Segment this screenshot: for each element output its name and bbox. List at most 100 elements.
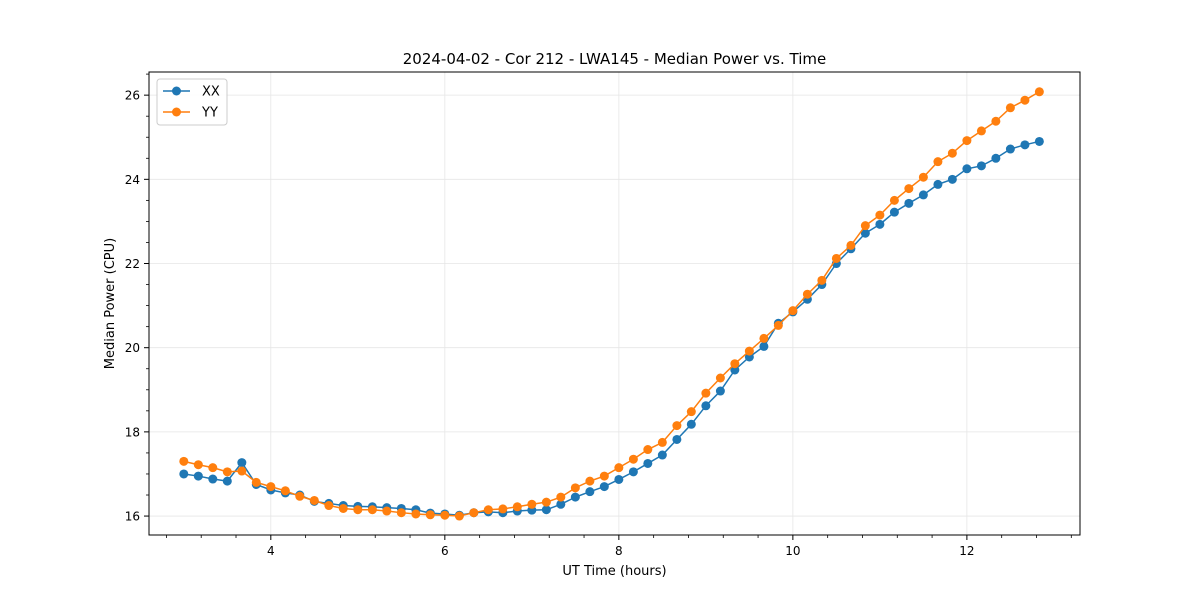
data-point-yy — [875, 210, 885, 220]
data-point-yy — [222, 467, 232, 477]
x-tick-label: 4 — [267, 544, 275, 558]
data-point-yy — [846, 240, 856, 250]
x-tick-label: 12 — [959, 544, 974, 558]
data-point-yy — [556, 492, 566, 502]
x-tick-label: 10 — [785, 544, 800, 558]
y-tick-label: 20 — [125, 341, 140, 355]
data-point-yy — [251, 477, 261, 487]
data-point-xx — [991, 153, 1001, 163]
data-point-yy — [933, 157, 943, 167]
data-point-xx — [1005, 144, 1015, 154]
data-point-yy — [1005, 103, 1015, 113]
data-point-yy — [585, 476, 595, 486]
data-point-xx — [193, 471, 203, 481]
data-point-yy — [367, 505, 377, 515]
data-point-yy — [541, 497, 551, 507]
data-point-yy — [527, 499, 537, 509]
data-point-yy — [976, 126, 986, 136]
data-point-yy — [295, 491, 305, 501]
data-point-xx — [962, 164, 972, 174]
data-point-yy — [643, 445, 653, 455]
data-point-yy — [570, 483, 580, 493]
data-point-xx — [1034, 136, 1044, 146]
data-point-yy — [208, 463, 218, 473]
legend-marker-xx — [172, 86, 181, 96]
data-point-xx — [672, 434, 682, 444]
y-tick-label: 22 — [125, 257, 140, 271]
data-point-yy — [193, 460, 203, 470]
data-point-yy — [512, 502, 522, 512]
data-point-xx — [237, 458, 247, 468]
data-point-yy — [396, 508, 406, 518]
data-point-yy — [788, 306, 798, 316]
data-point-yy — [831, 253, 841, 263]
data-point-yy — [860, 221, 870, 231]
data-point-yy — [411, 509, 421, 519]
legend: XX YY — [156, 78, 228, 126]
data-point-xx — [585, 487, 595, 497]
data-point-xx — [222, 476, 232, 486]
data-point-yy — [280, 486, 290, 496]
data-point-yy — [962, 136, 972, 146]
data-point-xx — [1020, 140, 1030, 150]
y-tick-label: 26 — [125, 89, 140, 103]
data-point-yy — [237, 466, 247, 476]
data-point-xx — [904, 198, 914, 208]
data-point-yy — [889, 195, 899, 205]
data-point-yy — [802, 289, 812, 299]
x-axis-label: UT Time (hours) — [562, 564, 666, 579]
data-point-xx — [614, 474, 624, 484]
data-point-xx — [889, 207, 899, 217]
data-point-yy — [309, 495, 319, 505]
x-tick-label: 6 — [441, 544, 449, 558]
data-point-yy — [425, 510, 435, 520]
chart-title: 2024-04-02 - Cor 212 - LWA145 - Median P… — [403, 50, 827, 68]
data-point-xx — [730, 365, 740, 375]
data-point-xx — [875, 219, 885, 229]
data-point-xx — [208, 474, 218, 484]
data-point-yy — [715, 373, 725, 383]
data-point-yy — [599, 471, 609, 481]
legend-label-xx: XX — [202, 85, 220, 100]
data-point-yy — [1034, 87, 1044, 97]
data-point-yy — [657, 437, 667, 447]
data-point-yy — [498, 504, 508, 514]
data-point-xx — [628, 467, 638, 477]
data-point-yy — [672, 421, 682, 431]
data-point-yy — [947, 148, 957, 158]
plot-frame — [148, 71, 1081, 536]
data-point-xx — [570, 492, 580, 502]
data-point-yy — [918, 172, 928, 182]
y-tick-label: 16 — [125, 510, 140, 524]
data-point-xx — [643, 458, 653, 468]
data-point-yy — [382, 506, 392, 516]
data-point-xx — [686, 419, 696, 429]
data-point-yy — [701, 388, 711, 398]
data-point-yy — [730, 359, 740, 369]
data-point-yy — [440, 510, 450, 520]
data-point-yy — [454, 511, 464, 521]
y-tick-label: 24 — [125, 173, 140, 187]
data-point-xx — [179, 469, 189, 479]
legend-label-yy: YY — [201, 106, 218, 121]
series-layer — [179, 87, 1044, 521]
x-tick-label: 8 — [615, 544, 623, 558]
data-point-xx — [918, 190, 928, 200]
data-point-yy — [266, 482, 276, 492]
data-point-xx — [541, 505, 551, 515]
data-point-xx — [947, 174, 957, 184]
data-point-yy — [353, 505, 363, 515]
data-point-xx — [860, 228, 870, 238]
ticks: 4 6 8 10 12 16 18 20 22 24 26 — [125, 73, 1072, 558]
data-point-yy — [744, 346, 754, 356]
data-point-xx — [933, 179, 943, 189]
data-point-yy — [179, 456, 189, 466]
data-point-yy — [773, 320, 783, 330]
data-point-yy — [904, 184, 914, 194]
data-point-xx — [976, 161, 986, 171]
legend-marker-yy — [172, 107, 181, 117]
data-point-xx — [701, 401, 711, 411]
data-point-yy — [1020, 95, 1030, 105]
data-point-yy — [338, 503, 348, 513]
